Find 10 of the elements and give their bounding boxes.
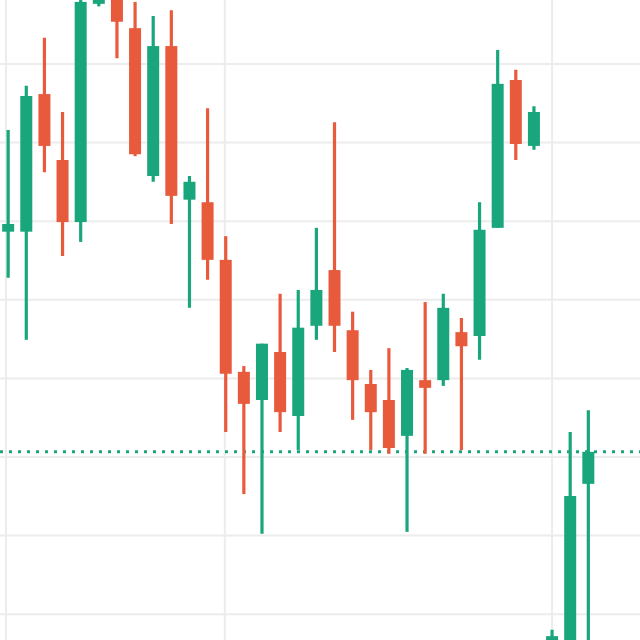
candlestick [183, 174, 196, 310]
candlestick [455, 316, 468, 452]
candlestick [237, 364, 250, 496]
candlestick [527, 104, 540, 152]
candlestick [310, 226, 323, 342]
candlestick [419, 300, 432, 456]
candlestick [382, 346, 395, 456]
candlestick [364, 368, 377, 452]
candlestick [2, 128, 15, 280]
candlestick [110, 0, 123, 60]
